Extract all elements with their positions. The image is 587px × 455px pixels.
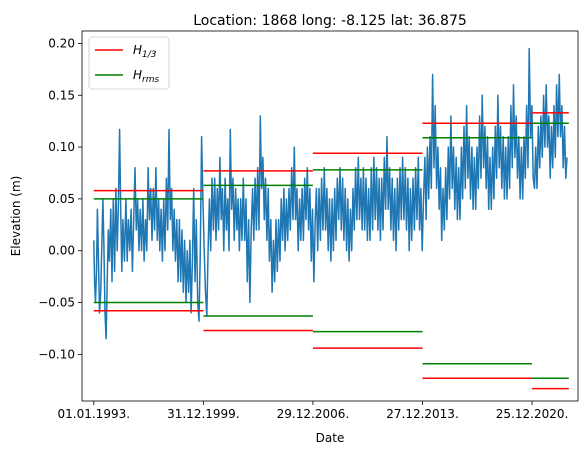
legend-label-sub-0: 1/3 (142, 50, 157, 60)
x-tick-label-2: 29.12.2006. (277, 407, 350, 421)
y-axis-ticks: −0.10 −0.05 0.00 0.05 0.10 0.15 0.20 (38, 36, 82, 361)
y-axis-label: Elevation (m) (9, 176, 23, 257)
plot-frame (81, 30, 579, 402)
plot-lines (93, 47, 569, 390)
axes (81, 30, 579, 402)
y-tick-label-6: 0.20 (48, 36, 75, 50)
x-axis-label: Date (316, 431, 345, 445)
y-tick-label-2: 0.00 (48, 244, 75, 258)
x-tick-label-4: 25.12.2020. (496, 407, 569, 421)
y-tick-label-3: 0.05 (48, 192, 75, 206)
y-tick-label-1: −0.05 (38, 296, 75, 310)
x-tick-label-1: 31.12.1999. (167, 407, 240, 421)
x-tick-label-3: 27.12.2013. (386, 407, 459, 421)
y-tick-label-5: 0.15 (48, 88, 75, 102)
y-tick-label-0: −0.10 (38, 347, 75, 361)
y-tick-label-4: 0.10 (48, 140, 75, 154)
x-axis-ticks: 01.01.1993. 31.12.1999. 29.12.2006. 27.12.2… (58, 401, 569, 421)
chart-title: Location: 1868 long: -8.125 lat: 36.875 (193, 13, 467, 29)
legend-label-sub-1: rms (142, 75, 159, 85)
x-tick-label-0: 01.01.1993. (58, 407, 131, 421)
elevation-series-line (93, 47, 568, 340)
